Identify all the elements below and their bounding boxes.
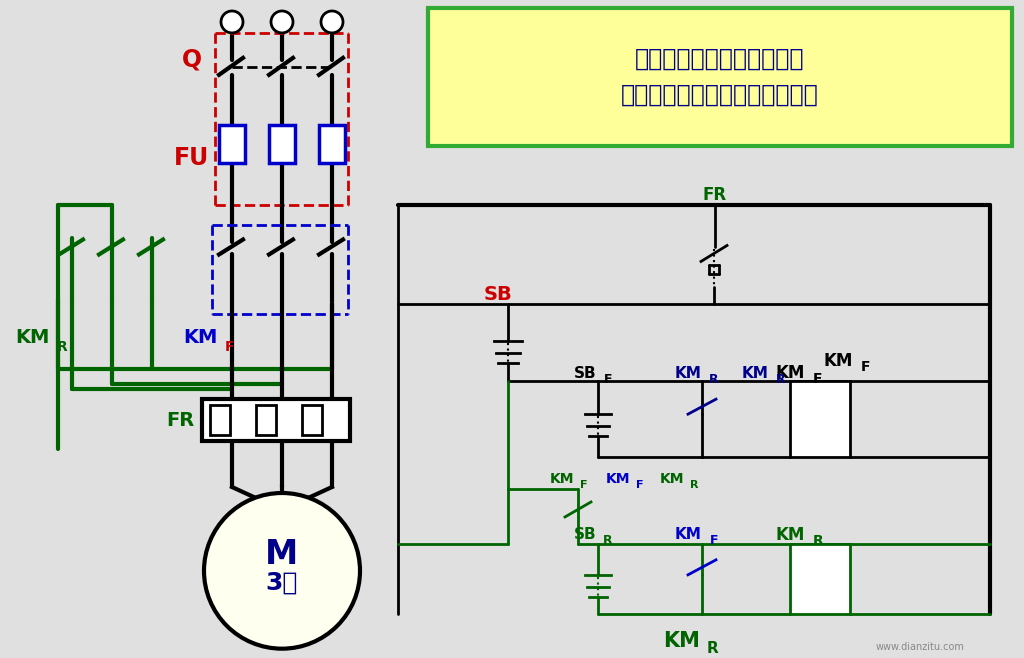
Text: FR: FR [702, 186, 727, 203]
Text: FU: FU [174, 145, 210, 170]
Text: R: R [603, 534, 612, 547]
Bar [210, 405, 230, 435]
Text: F: F [813, 372, 822, 386]
Text: KM: KM [675, 528, 701, 542]
Text: R: R [710, 372, 719, 386]
Text: KM: KM [183, 328, 217, 347]
Text: Q: Q [182, 48, 202, 72]
Circle shape [271, 11, 293, 33]
Text: KM: KM [823, 352, 853, 370]
Text: M: M [265, 538, 299, 571]
Bar [269, 125, 295, 163]
Text: F: F [581, 480, 588, 490]
Text: F: F [710, 534, 718, 547]
Text: KM: KM [741, 366, 768, 381]
Text: R: R [707, 641, 718, 656]
Text: SB: SB [573, 528, 596, 542]
Text: FR: FR [166, 411, 195, 430]
Text: KM: KM [775, 365, 805, 382]
Text: KM: KM [775, 526, 805, 544]
Text: F: F [636, 480, 644, 490]
Text: 正反转控制电路必须保证正
转、反转接触器不能同时动作。: 正反转控制电路必须保证正 转、反转接触器不能同时动作。 [622, 47, 819, 107]
Text: F: F [225, 340, 234, 354]
Bar [219, 125, 245, 163]
Bar [256, 405, 276, 435]
Text: KM: KM [606, 472, 630, 486]
Text: KM: KM [550, 472, 574, 486]
Circle shape [221, 11, 243, 33]
Text: F: F [861, 360, 870, 374]
Text: KM: KM [14, 328, 49, 347]
Bar [790, 381, 850, 457]
Text: R: R [690, 480, 698, 490]
Text: SB: SB [573, 366, 596, 381]
Bar [202, 399, 350, 441]
Text: KM: KM [659, 472, 684, 486]
Text: www.dianzitu.com: www.dianzitu.com [876, 642, 965, 651]
Bar [302, 405, 322, 435]
Text: R: R [776, 372, 785, 386]
Text: R: R [813, 534, 823, 548]
Text: KM: KM [664, 630, 700, 651]
Circle shape [204, 493, 360, 649]
Text: 3～: 3～ [266, 570, 298, 595]
Bar [790, 544, 850, 614]
Bar [319, 125, 345, 163]
Text: R: R [56, 340, 68, 354]
Text: SB: SB [483, 285, 512, 304]
FancyBboxPatch shape [428, 8, 1012, 145]
Text: KM: KM [675, 366, 701, 381]
Text: F: F [604, 372, 612, 386]
Circle shape [321, 11, 343, 33]
